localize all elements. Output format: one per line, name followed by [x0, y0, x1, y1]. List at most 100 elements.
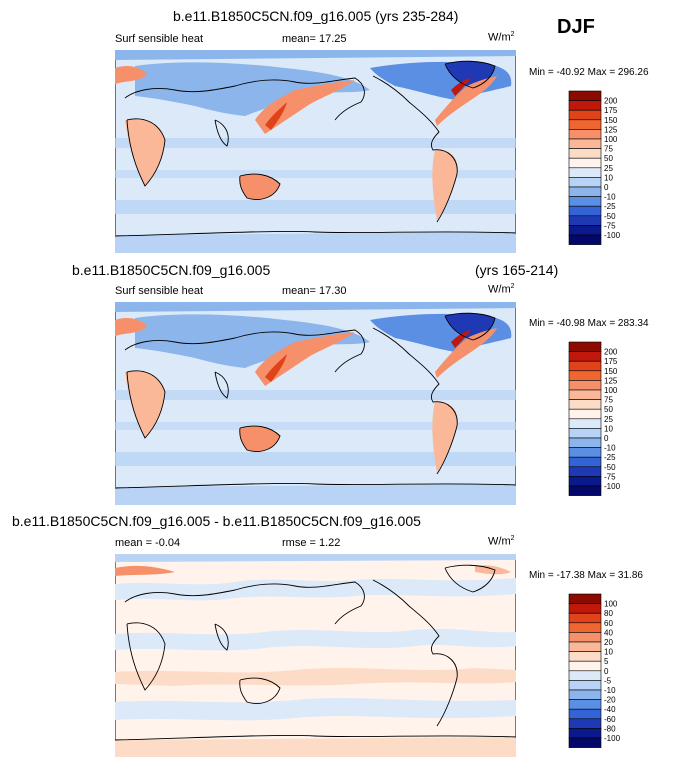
panel-3-colorbar-swatch [568, 622, 602, 633]
panel-1-colorbar-swatch [568, 109, 602, 121]
panel-3-colorbar-level-label: -60 [604, 715, 616, 724]
panel-3-rmse-label: rmse = 1.22 [282, 537, 341, 549]
panel-2-colorbar-level-label: 10 [604, 424, 613, 433]
panel-3-colorbar-level-label: 60 [604, 619, 613, 628]
panel-3-colorbar-level-label: 80 [604, 609, 613, 618]
panel-1-colorbar-level-label: 100 [604, 135, 618, 144]
panel-2-variable-label: Surf sensible heat [115, 285, 204, 297]
panel-2-colorbar-level-label: -10 [604, 444, 616, 453]
panel-1-colorbar-level-label: 0 [604, 183, 609, 192]
panel-3-colorbar-level-label: -20 [604, 696, 616, 705]
panel-2-antarctica-region [115, 484, 516, 505]
season-label: DJF [557, 16, 595, 38]
panel-3-colorbar-swatch [568, 689, 602, 700]
panel-2-map [115, 302, 516, 505]
panel-2-colorbar-swatch [568, 476, 602, 487]
panel-1-units: W/m2 [488, 31, 515, 44]
panel-3-title: b.e11.B1850C5CN.f09_g16.005 - b.e11.B185… [12, 513, 421, 529]
panel-1-colorbar-swatch [568, 205, 602, 217]
panel-2-colorbar-swatch [568, 428, 602, 439]
panel-1-map [115, 50, 516, 253]
panel-2-kuroshio-warm [255, 332, 355, 386]
panel-1-colorbar-level-label: 200 [604, 97, 618, 106]
panel-3-colorbar-level-label: 20 [604, 638, 613, 647]
panel-1-colorbar-level-label: 25 [604, 164, 613, 173]
panel-1-colorbar-level-label: 175 [604, 106, 618, 115]
panel-1-colorbar-level-label: 125 [604, 125, 618, 134]
panel-3-colorbar-level-label: 100 [604, 600, 618, 609]
panel-2-colorbar-level-label: -75 [604, 472, 616, 481]
panel-2-colorbar [568, 341, 602, 496]
panel-3-colorbar-level-label: -5 [604, 676, 612, 685]
panel-2-colorbar-level-label: 200 [604, 348, 618, 357]
panel-3-colorbar [568, 593, 602, 748]
panel-1-colorbar-swatch [568, 177, 602, 188]
panel-2-colorbar-level-label: 100 [604, 386, 618, 395]
panel-3-colorbar-swatch [568, 651, 602, 662]
panel-3-colorbar-swatch [568, 670, 602, 681]
panel-2-south-america-region [432, 401, 458, 472]
panel-3-colorbar-swatch [568, 660, 602, 672]
panel-1-south-america-region [432, 149, 458, 220]
panel-1-eurasia-region [135, 62, 370, 116]
panel-1-colorbar-swatch [568, 129, 602, 140]
panel-1-coastlines [115, 60, 516, 237]
panel-2-minmax: Min = -40.98 Max = 283.34 [529, 318, 649, 329]
panel-3-colorbar-swatch [568, 737, 602, 748]
panel-2-eurasia-region [135, 314, 370, 368]
panel-1-colorbar-swatch [568, 234, 602, 245]
panel-1-colorbar-swatch [568, 196, 602, 207]
panel-1-colorbar-swatch [568, 148, 602, 159]
panel-3-minmax: Min = -17.38 Max = 31.86 [529, 570, 643, 581]
panel-1-gulf-stream-warm [435, 76, 497, 126]
panel-3-arctic-warm-anomaly [115, 565, 175, 576]
panel-2-colorbar-swatch [568, 370, 602, 381]
panel-3-colorbar-level-label: 40 [604, 628, 613, 637]
panel-1-kuroshio-warm [255, 80, 355, 134]
panel-2-colorbar-level-label: 50 [604, 405, 613, 414]
panel-2-colorbar-swatch [568, 389, 602, 400]
panel-1-title: b.e11.B1850C5CN.f09_g16.005 (yrs 235-284… [173, 8, 459, 24]
panel-1-colorbar-level-label: -100 [604, 231, 621, 240]
panel-1-colorbar-swatch [568, 100, 602, 111]
panel-1-minmax: Min = -40.92 Max = 296.26 [529, 67, 649, 78]
panel-3-colorbar-level-label: 5 [604, 657, 609, 666]
panel-2-colorbar-swatch [568, 418, 602, 429]
panel-1-colorbar-level-label: 10 [604, 173, 613, 182]
panel-2-colorbar-swatch [568, 380, 602, 391]
panel-2-colorbar-swatch [568, 456, 602, 468]
panel-3-colorbar-swatch [568, 641, 602, 652]
panel-1-colorbar-level-label: -10 [604, 193, 616, 202]
panel-1-colorbar-level-label: 75 [604, 145, 613, 154]
panel-3-colorbar-swatch [568, 708, 602, 720]
panel-2-gulf-stream-warm [435, 328, 497, 378]
panel-1-colorbar-swatch [568, 225, 602, 236]
panel-3-mean-label: mean = -0.04 [115, 537, 181, 549]
panel-3-colorbar-swatch [568, 612, 602, 624]
panel-2-colorbar-level-label: 125 [604, 376, 618, 385]
panel-2-colorbar-level-label: -100 [604, 482, 621, 491]
panel-1-colorbar-swatch [568, 186, 602, 197]
panel-2-australia-region [239, 426, 280, 452]
panel-1-colorbar-level-label: 150 [604, 116, 618, 125]
panel-1-australia-region [239, 174, 280, 200]
panel-2-colorbar-level-label: -50 [604, 463, 616, 472]
panel-3-colorbar-swatch [568, 718, 602, 729]
panel-1-colorbar-level-label: -50 [604, 212, 616, 221]
panel-3-colorbar-level-label: 0 [604, 667, 609, 676]
panel-1-colorbar-swatch [568, 138, 602, 149]
panel-2-colorbar-swatch [568, 466, 602, 477]
panel-2-colorbar-level-label: 175 [604, 357, 618, 366]
panel-3-colorbar-swatch [568, 728, 602, 739]
panel-1-colorbar-swatch [568, 119, 602, 130]
panel-1-africa-region [125, 118, 165, 185]
panel-3-coastlines [115, 564, 516, 741]
panel-1-antarctica-region [115, 232, 516, 253]
panel-2-colorbar-level-label: 75 [604, 396, 613, 405]
panel-1-mean-label: mean= 17.25 [282, 33, 347, 45]
panel-1-colorbar-level-label: -75 [604, 221, 616, 230]
panel-3-colorbar-level-label: -80 [604, 724, 616, 733]
panel-3-colorbar-swatch [568, 632, 602, 643]
